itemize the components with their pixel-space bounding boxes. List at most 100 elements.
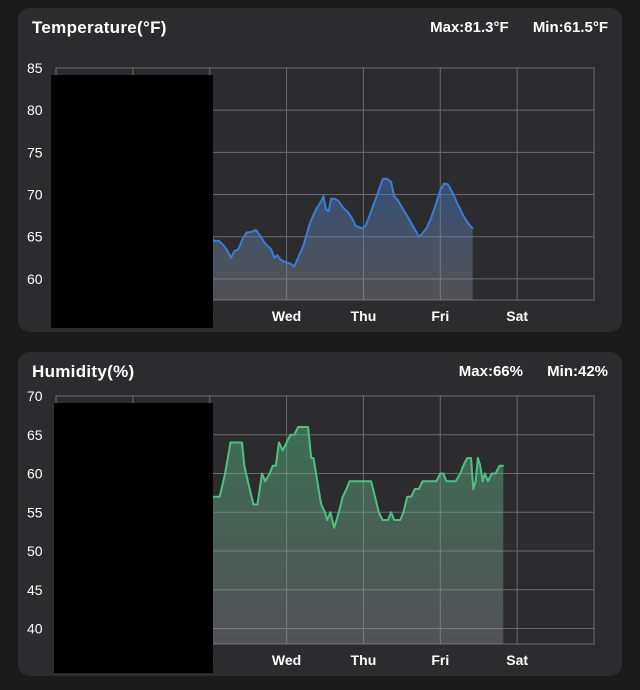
hum-data-point: [333, 527, 336, 529]
hum-area-fill: [209, 427, 504, 644]
temp-data-point: [402, 208, 405, 211]
hum-data-point: [459, 472, 462, 475]
temp-data-point: [218, 240, 220, 242]
hum-data-point: [410, 496, 412, 498]
hum-data-point: [381, 519, 384, 521]
temp-data-point: [233, 250, 236, 252]
hum-ytick-label: 60: [27, 466, 43, 482]
hum-data-point: [481, 480, 484, 483]
hum-data-point: [261, 472, 263, 475]
temp-data-point: [390, 181, 392, 183]
temp-data-point: [276, 254, 279, 257]
hum-data-point: [278, 441, 280, 444]
hum-xtick-label: Thu: [351, 652, 377, 668]
hum-data-point: [289, 434, 292, 436]
hum-data-point: [248, 488, 251, 490]
hum-data-point: [454, 480, 457, 483]
hum-data-point: [462, 465, 465, 467]
temp-data-point: [462, 214, 465, 217]
temp-data-point: [273, 257, 276, 259]
temperature-card: Temperature(°F) Max:81.3°F Min:61.5°F 60…: [18, 8, 622, 332]
temp-data-point: [264, 242, 266, 245]
temp-data-point: [308, 223, 311, 225]
hum-data-point: [297, 426, 299, 428]
hum-data-point: [341, 496, 344, 498]
hum-data-point: [264, 480, 266, 483]
hum-data-point: [329, 511, 332, 514]
hum-ytick-label: 70: [27, 388, 43, 404]
hum-data-point: [484, 472, 486, 475]
temp-data-point: [430, 217, 432, 219]
temp-data-point: [397, 199, 399, 202]
hum-data-point: [393, 519, 396, 521]
temp-data-point: [370, 210, 372, 213]
hum-data-point: [218, 496, 221, 498]
hum-data-point: [491, 472, 493, 475]
temp-data-point: [245, 231, 248, 234]
temp-data-point: [322, 195, 325, 197]
hum-ytick-label: 50: [27, 543, 43, 559]
temp-data-point: [242, 237, 244, 240]
humidity-max: Max:66%: [458, 363, 523, 380]
humidity-card: Humidity(%) Max:66% Min:42% 40 45 50 55 60 65…: [18, 352, 622, 676]
temp-data-point: [230, 257, 232, 259]
temp-data-point: [237, 248, 239, 251]
hum-data-point: [348, 480, 351, 483]
humidity-chart: 40455055606570eWedThuFriSat: [27, 388, 595, 668]
hum-data-point: [414, 488, 416, 490]
hum-data-point: [406, 496, 409, 498]
hum-data-point: [487, 480, 489, 483]
temp-area-fill: [209, 178, 473, 300]
temp-data-point: [447, 183, 449, 186]
temp-ytick-label: 70: [27, 187, 43, 203]
temp-data-point: [451, 192, 454, 194]
temp-data-point: [351, 217, 353, 219]
temperature-stats: Max:81.3°F Min:61.5°F: [410, 19, 608, 36]
hum-data-point: [293, 434, 296, 436]
hum-ytick-label: 40: [27, 621, 43, 637]
hum-data-point: [252, 503, 255, 506]
temp-data-point: [320, 200, 323, 203]
temp-data-point: [393, 195, 396, 197]
hum-data-point: [256, 503, 259, 506]
hum-data-point: [307, 426, 309, 428]
hum-xtick-label: Fri: [431, 652, 449, 668]
temp-data-point: [255, 229, 257, 231]
temp-data-point: [456, 202, 459, 204]
temp-data-point: [471, 227, 474, 230]
temp-data-point: [212, 240, 215, 242]
hum-data-point: [477, 457, 479, 459]
hum-data-point: [479, 465, 482, 467]
temp-data-point: [376, 193, 379, 196]
hum-ytick-label: 45: [27, 582, 43, 598]
temp-xtick-label: Sat: [506, 308, 528, 324]
hum-data-point: [502, 465, 505, 467]
temp-data-point: [439, 189, 442, 192]
temp-data-point: [293, 265, 296, 268]
hum-data-point: [320, 503, 323, 506]
hum-data-point: [241, 441, 243, 444]
temp-data-point: [421, 233, 423, 235]
hum-data-point: [402, 511, 405, 514]
temp-data-point: [302, 244, 305, 246]
hum-data-point: [494, 472, 497, 475]
temp-data-point: [270, 248, 272, 251]
hum-xtick-label: Sat: [506, 652, 528, 668]
temp-data-point: [385, 177, 388, 180]
hum-data-point: [470, 457, 472, 459]
temp-data-point: [222, 244, 225, 246]
temp-data-point: [413, 227, 416, 230]
temp-xtick-label: Wed: [272, 308, 301, 324]
hum-ytick-label: 55: [27, 504, 43, 520]
temp-data-point: [434, 203, 437, 206]
temp-data-point: [328, 210, 330, 213]
hum-data-point: [224, 472, 226, 475]
temp-data-point: [330, 198, 332, 200]
temp-data-point: [251, 230, 253, 233]
hum-data-point: [439, 472, 442, 475]
temperature-min: Min:61.5°F: [532, 19, 608, 36]
temp-data-point: [258, 234, 261, 236]
hum-data-point: [275, 465, 277, 467]
hum-data-point: [326, 519, 329, 521]
hum-data-point: [418, 488, 420, 490]
